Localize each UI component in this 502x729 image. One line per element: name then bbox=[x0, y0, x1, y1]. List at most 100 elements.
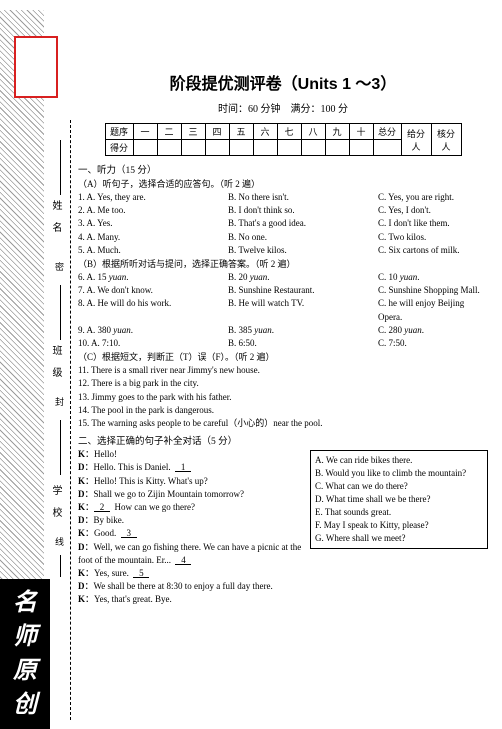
cell bbox=[133, 140, 157, 156]
fill-blank[interactable]: 1 bbox=[175, 461, 191, 472]
score-header-row: 题序 一 二 三 四 五 六 七 八 九 十 总分 给分人 核分人 bbox=[105, 124, 461, 140]
option-line: A. We can ride bikes there. bbox=[315, 454, 483, 467]
badge-char: 师 bbox=[13, 620, 37, 654]
cell bbox=[157, 140, 181, 156]
dialog-line: D：We shall be there at 8:30 to enjoy a f… bbox=[78, 580, 304, 593]
questions-b: 6. A. 15 yuan.B. 20 yuan.C. 10 yuan.7. A… bbox=[78, 271, 488, 350]
statement-line: 13. Jimmy goes to the park with his fath… bbox=[78, 391, 488, 404]
opt-a: 6. A. 15 yuan. bbox=[78, 271, 228, 284]
opt-a: 1. A. Yes, they are. bbox=[78, 191, 228, 204]
opt-a: 7. A. We don't know. bbox=[78, 284, 228, 297]
opt-b: B. 385 yuan. bbox=[228, 324, 378, 337]
question-row: 6. A. 15 yuan.B. 20 yuan.C. 10 yuan. bbox=[78, 271, 488, 284]
opt-b: B. He will watch TV. bbox=[228, 297, 378, 323]
cell bbox=[301, 140, 325, 156]
option-line: D. What time shall we be there? bbox=[315, 493, 483, 506]
th: 四 bbox=[205, 124, 229, 140]
fill-blank[interactable]: 2 bbox=[94, 501, 110, 512]
option-line: F. May I speak to Kitty, please? bbox=[315, 519, 483, 532]
opt-c: C. he will enjoy Beijing Opera. bbox=[378, 297, 488, 323]
th: 三 bbox=[181, 124, 205, 140]
vline bbox=[60, 140, 61, 195]
vline bbox=[60, 555, 61, 577]
section-b-title: （B）根据所听对话与提问，选择正确答案。（听 2 遍） bbox=[78, 257, 488, 270]
vline bbox=[60, 285, 61, 340]
red-stamp-box bbox=[14, 36, 58, 98]
th: 八 bbox=[301, 124, 325, 140]
th: 五 bbox=[229, 124, 253, 140]
cell bbox=[181, 140, 205, 156]
opt-c: C. Yes, you are right. bbox=[378, 191, 488, 204]
fill-blank[interactable]: 5 bbox=[133, 567, 149, 578]
question-row: 5. A. Much.B. Twelve kilos.C. Six carton… bbox=[78, 244, 488, 257]
dialog-wrap: K：Hello!D：Hello. This is Daniel. 1K：Hell… bbox=[78, 448, 488, 606]
th: 题序 bbox=[105, 124, 133, 140]
page-title: 阶段提优测评卷（Units 1 ～3） bbox=[78, 70, 488, 94]
opt-b: B. 6:50. bbox=[228, 337, 378, 350]
opt-b: B. No one. bbox=[228, 231, 378, 244]
th: 总分 bbox=[373, 124, 401, 140]
option-line: G. Where shall we meet? bbox=[315, 532, 483, 545]
statement-line: 11. There is a small river near Jimmy's … bbox=[78, 364, 488, 377]
opt-c: C. I don't like them. bbox=[378, 217, 488, 230]
option-line: E. That sounds great. bbox=[315, 506, 483, 519]
statement-line: 15. The warning asks people to be carefu… bbox=[78, 417, 488, 430]
opt-c: C. Two kilos. bbox=[378, 231, 488, 244]
th: 二 bbox=[157, 124, 181, 140]
opt-c: C. 10 yuan. bbox=[378, 271, 488, 284]
label-class: 班级 bbox=[48, 345, 63, 389]
opt-c: C. Sunshine Shopping Mall. bbox=[378, 284, 488, 297]
opt-a: 10. A. 7:10. bbox=[78, 337, 228, 350]
cell bbox=[229, 140, 253, 156]
th: 一 bbox=[133, 124, 157, 140]
opt-b: B. No there isn't. bbox=[228, 191, 378, 204]
page-content: 阶段提优测评卷（Units 1 ～3） 时间：60 分钟 满分：100 分 题序… bbox=[78, 70, 488, 607]
page-subtitle: 时间：60 分钟 满分：100 分 bbox=[78, 100, 488, 115]
dialog-line: K：Hello! This is Kitty. What's up? bbox=[78, 475, 304, 488]
badge-char: 原 bbox=[13, 654, 37, 688]
option-line: C. What can we do there? bbox=[315, 480, 483, 493]
questions-c: 11. There is a small river near Jimmy's … bbox=[78, 364, 488, 430]
cell bbox=[277, 140, 301, 156]
opt-c: C. 280 yuan. bbox=[378, 324, 488, 337]
cell bbox=[325, 140, 349, 156]
section-1-title: 一、听力（15 分） bbox=[78, 162, 488, 176]
dialog-line: D：Hello. This is Daniel. 1 bbox=[78, 461, 304, 474]
dialog-line: K：Hello! bbox=[78, 448, 304, 461]
section-2-title: 二、选择正确的句子补全对话（5 分） bbox=[78, 433, 488, 447]
fill-blank[interactable]: 4 bbox=[175, 554, 191, 565]
statement-line: 14. The pool in the park is dangerous. bbox=[78, 404, 488, 417]
question-row: 7. A. We don't know.B. Sunshine Restaura… bbox=[78, 284, 488, 297]
opt-b: B. I don't think so. bbox=[228, 204, 378, 217]
marker-seal: 密 bbox=[55, 260, 64, 273]
opt-b: B. Twelve kilos. bbox=[228, 244, 378, 257]
fill-blank[interactable]: 3 bbox=[121, 527, 137, 538]
question-row: 9. A. 380 yuan.B. 385 yuan.C. 280 yuan. bbox=[78, 324, 488, 337]
th: 七 bbox=[277, 124, 301, 140]
opt-a: 4. A. Many. bbox=[78, 231, 228, 244]
th: 六 bbox=[253, 124, 277, 140]
badge-char: 名 bbox=[13, 586, 37, 620]
time-label: 时间：60 分钟 bbox=[218, 104, 281, 115]
statement-line: 12. There is a big park in the city. bbox=[78, 377, 488, 390]
question-row: 2. A. Me too.B. I don't think so.C. Yes,… bbox=[78, 204, 488, 217]
label-name: 姓名 bbox=[48, 200, 63, 244]
options-box: A. We can ride bikes there.B. Would you … bbox=[310, 450, 488, 549]
question-row: 1. A. Yes, they are.B. No there isn't.C.… bbox=[78, 191, 488, 204]
cell bbox=[373, 140, 401, 156]
question-row: 4. A. Many.B. No one.C. Two kilos. bbox=[78, 231, 488, 244]
section-a-title: （A）听句子，选择合适的应答句。（听 2 遍） bbox=[78, 177, 488, 190]
score-table: 题序 一 二 三 四 五 六 七 八 九 十 总分 给分人 核分人 得分 bbox=[105, 123, 462, 156]
option-line: B. Would you like to climb the mountain? bbox=[315, 467, 483, 480]
badge-char: 创 bbox=[13, 688, 37, 722]
opt-a: 5. A. Much. bbox=[78, 244, 228, 257]
opt-c: C. Six cartons of milk. bbox=[378, 244, 488, 257]
th: 核分人 bbox=[431, 124, 461, 156]
dialog-line: D：Shall we go to Zijin Mountain tomorrow… bbox=[78, 488, 304, 501]
brand-badge: 名 师 原 创 bbox=[0, 579, 50, 729]
th: 九 bbox=[325, 124, 349, 140]
dialog-line: K：Yes, that's great. Bye. bbox=[78, 593, 304, 606]
opt-a: 3. A. Yes. bbox=[78, 217, 228, 230]
question-row: 3. A. Yes.B. That's a good idea.C. I don… bbox=[78, 217, 488, 230]
opt-c: C. 7:50. bbox=[378, 337, 488, 350]
